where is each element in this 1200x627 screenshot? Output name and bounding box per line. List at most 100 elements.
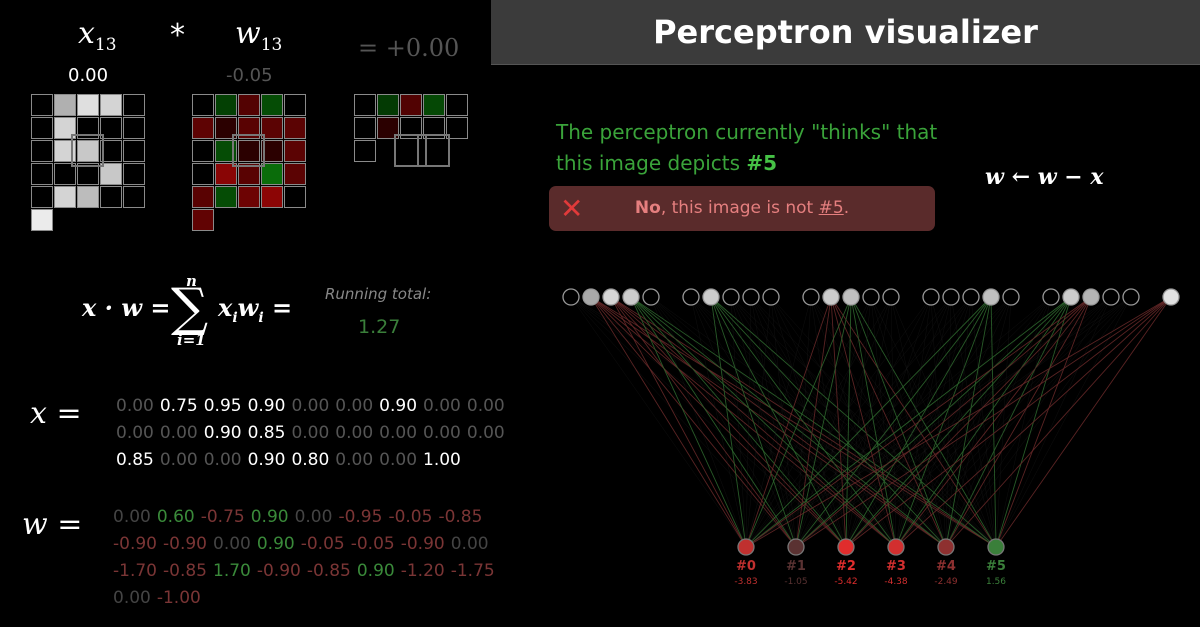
feedback-label-link[interactable]: #5 [818, 198, 844, 218]
grid-cell[interactable] [261, 117, 283, 139]
grid-cell[interactable] [192, 209, 214, 231]
vector-value: 0.00 [335, 423, 374, 443]
connection-line [730, 296, 797, 548]
grid-cell[interactable] [192, 140, 214, 162]
grid-cell [423, 117, 445, 139]
grid-cell[interactable] [238, 94, 260, 116]
grid-cell[interactable] [31, 186, 53, 208]
x-current-value: 0.00 [68, 65, 109, 86]
grid-cell [400, 117, 422, 139]
grid-cell[interactable] [31, 94, 53, 116]
grid-cell[interactable] [54, 186, 76, 208]
output-value: -5.42 [834, 577, 857, 587]
input-node [722, 288, 740, 306]
connection-line [710, 296, 747, 548]
grid-cell[interactable] [238, 140, 260, 162]
grid-cell[interactable] [31, 140, 53, 162]
grid-cell[interactable] [215, 163, 237, 185]
grid-cell[interactable] [54, 117, 76, 139]
vector-row: 0.00 -1.00 [113, 588, 207, 608]
grid-cell[interactable] [284, 94, 306, 116]
grid-cell[interactable] [54, 163, 76, 185]
grid-cell[interactable] [123, 163, 145, 185]
vector-value: 0.00 [335, 450, 374, 470]
vector-value: -1.20 [400, 561, 445, 581]
input-node [1122, 288, 1140, 306]
output-node[interactable] [837, 538, 855, 556]
grid-cell[interactable] [284, 117, 306, 139]
connection-line [630, 296, 747, 548]
connection-line [730, 296, 747, 548]
grid-cell[interactable] [77, 117, 99, 139]
output-label: #3 [886, 559, 906, 574]
grid-cell[interactable] [215, 186, 237, 208]
grid-cell[interactable] [215, 140, 237, 162]
output-node[interactable] [737, 538, 755, 556]
grid-cell[interactable] [238, 117, 260, 139]
vector-value: 0.00 [423, 423, 461, 443]
sum-term: xiwi = [218, 293, 292, 326]
output-label: #0 [736, 559, 756, 574]
term-w-sub: i [258, 309, 264, 326]
update-rule: w ← w − x [985, 164, 1104, 190]
connection-line [745, 296, 852, 548]
connection-line [795, 296, 932, 548]
grid-cell[interactable] [31, 163, 53, 185]
grid-cell[interactable] [284, 140, 306, 162]
vector-value: 0.00 [291, 396, 330, 416]
output-node[interactable] [937, 538, 955, 556]
grid-cell[interactable] [192, 163, 214, 185]
grid-cell[interactable] [192, 94, 214, 116]
output-node[interactable] [987, 538, 1005, 556]
grid-cell[interactable] [54, 140, 76, 162]
grid-cell[interactable] [261, 163, 283, 185]
grid-cell[interactable] [261, 140, 283, 162]
grid-cell[interactable] [123, 117, 145, 139]
grid-cell[interactable] [261, 94, 283, 116]
grid-cell[interactable] [100, 117, 122, 139]
grid-cell[interactable] [100, 186, 122, 208]
grid-cell[interactable] [238, 186, 260, 208]
grid-cell[interactable] [192, 117, 214, 139]
vector-value: 0.90 [256, 534, 295, 554]
connection-line [795, 296, 1112, 548]
grid-cell[interactable] [192, 186, 214, 208]
grid-cell[interactable] [31, 209, 53, 231]
vector-value: -0.75 [200, 507, 245, 527]
grid-cell[interactable] [77, 140, 99, 162]
grid-cell[interactable] [215, 94, 237, 116]
connection-line [945, 296, 1092, 548]
grid-cell[interactable] [77, 186, 99, 208]
feedback-message: No, this image is not #5. [549, 198, 935, 218]
output-node[interactable] [787, 538, 805, 556]
grid-cell[interactable] [77, 94, 99, 116]
grid-cell[interactable] [100, 94, 122, 116]
vector-value: 0.90 [247, 396, 286, 416]
grid-cell[interactable] [100, 163, 122, 185]
grid-cell[interactable] [261, 186, 283, 208]
grid-cell[interactable] [31, 117, 53, 139]
term-w: w [237, 293, 259, 322]
grid-cell [354, 117, 376, 139]
grid-cell[interactable] [284, 163, 306, 185]
pixel-highlight [232, 134, 265, 167]
grid-cell[interactable] [215, 117, 237, 139]
grid-cell[interactable] [123, 94, 145, 116]
term-equals: = [272, 293, 293, 322]
grid-cell[interactable] [54, 94, 76, 116]
grid-cell[interactable] [284, 186, 306, 208]
connection-line [795, 296, 1012, 548]
grid-cell[interactable] [238, 163, 260, 185]
connection-line [745, 296, 1132, 548]
feedback-period: . [843, 198, 850, 218]
grid-cell[interactable] [123, 186, 145, 208]
output-node[interactable] [887, 538, 905, 556]
product-value: = +0.00 [358, 34, 460, 62]
pixel-highlight [71, 134, 104, 167]
input-node [1082, 288, 1100, 306]
connection-line [590, 296, 747, 548]
grid-cell[interactable] [77, 163, 99, 185]
grid-cell[interactable] [100, 140, 122, 162]
connection-line [745, 296, 1072, 548]
grid-cell[interactable] [123, 140, 145, 162]
